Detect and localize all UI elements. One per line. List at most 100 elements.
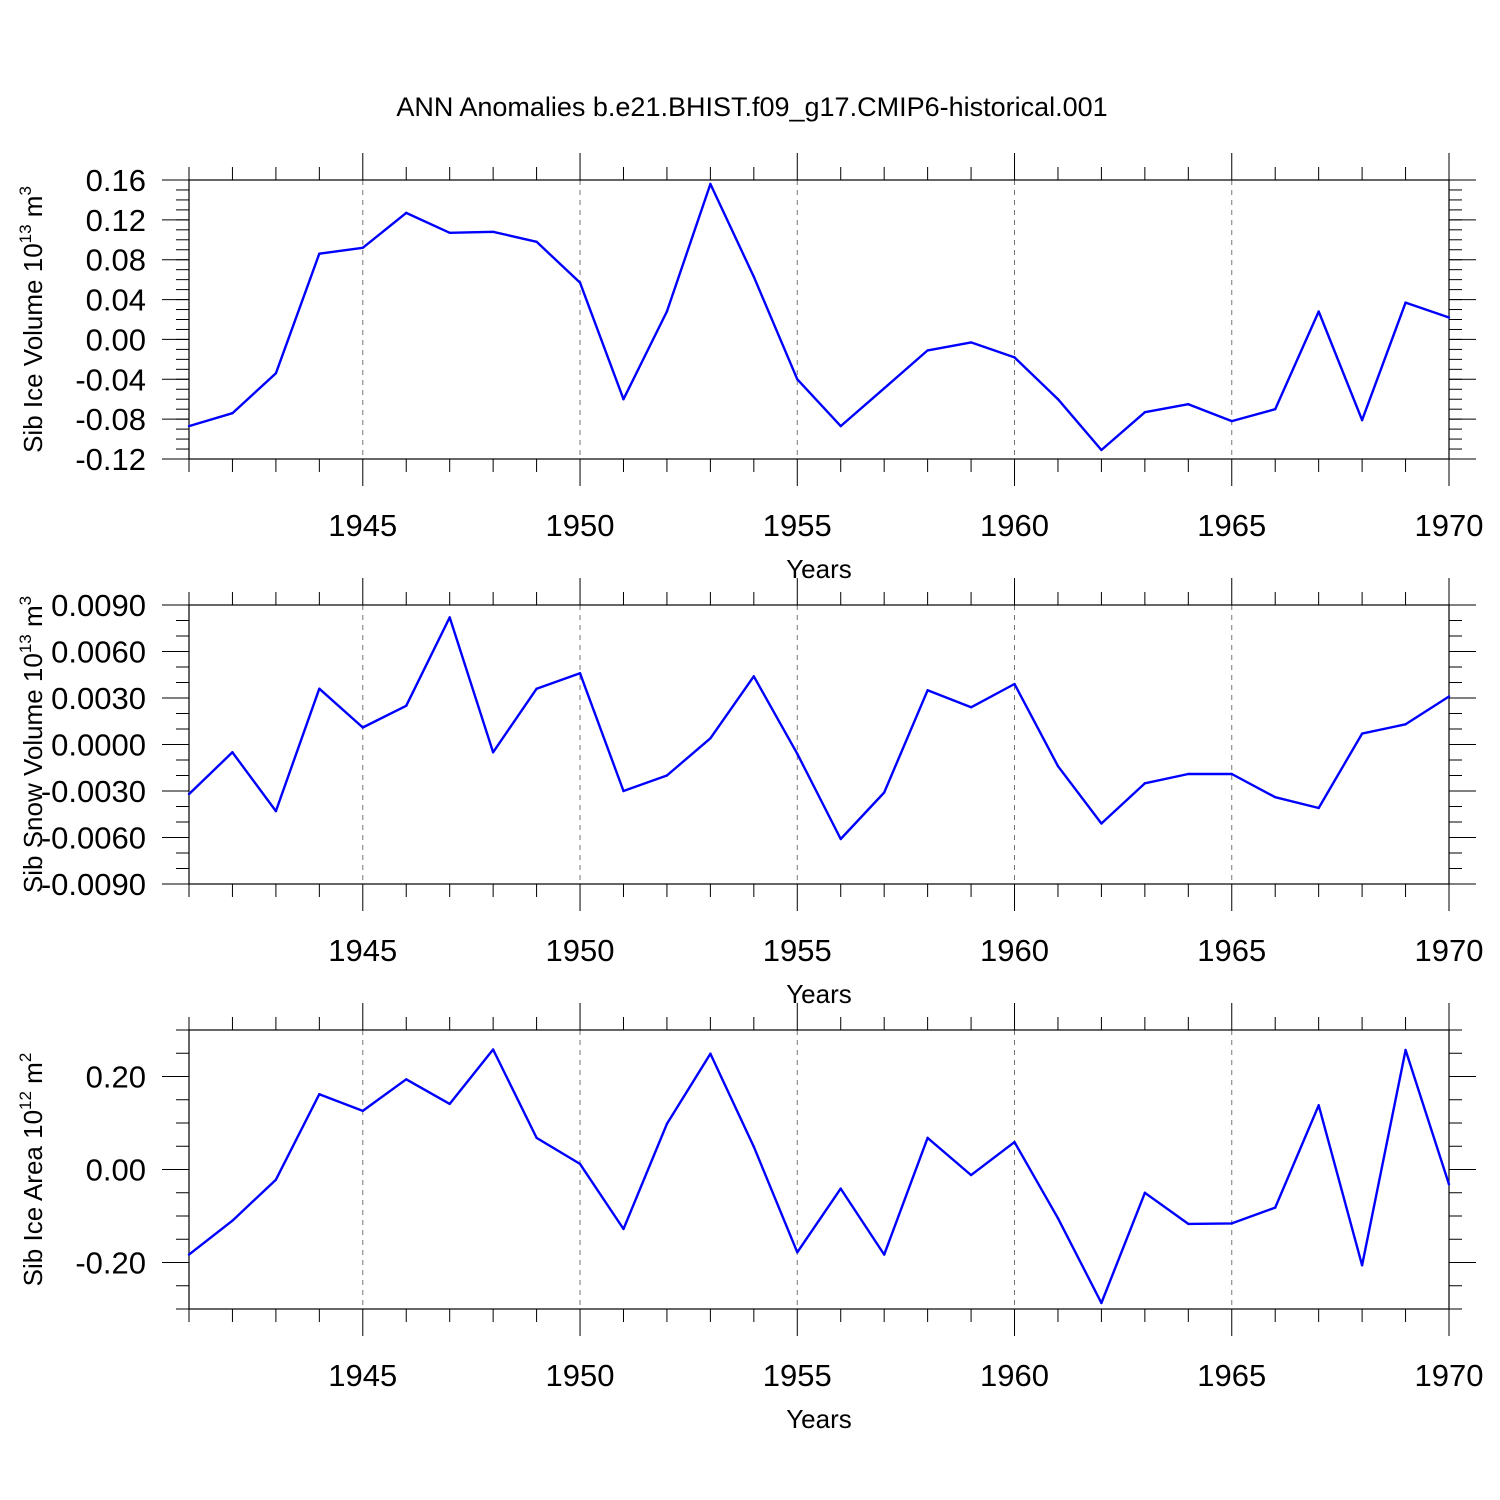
data-point <box>231 1219 234 1222</box>
data-point <box>969 706 973 709</box>
data-point <box>448 1102 451 1106</box>
y-axis-label-text: Sib Ice Area 10 <box>18 1110 48 1286</box>
y-axis-label-superscript: 12 <box>16 1091 35 1110</box>
data-point <box>839 837 842 841</box>
x-tick-label: 1970 <box>1415 508 1484 543</box>
data-point <box>1317 806 1320 810</box>
series-line-sib-snow-volume <box>188 616 1450 841</box>
figure-title: ANN Anomalies b.e21.BHIST.f09_g17.CMIP6-… <box>396 92 1107 122</box>
data-point <box>578 672 582 675</box>
plot-frame <box>188 179 1450 460</box>
data-point <box>1404 1048 1407 1052</box>
y-tick-label: 0.08 <box>86 243 146 278</box>
data-point <box>535 240 538 243</box>
data-point <box>535 687 538 690</box>
data-point <box>969 341 973 344</box>
x-tick-label: 1965 <box>1197 933 1266 968</box>
data-point <box>926 689 929 692</box>
data-point <box>1056 398 1060 401</box>
data-point <box>1013 356 1016 359</box>
y-axis-label-superscript: 3 <box>16 596 35 605</box>
data-point <box>752 675 756 678</box>
data-point <box>709 737 712 740</box>
x-tick-label: 1945 <box>328 933 397 968</box>
y-tick-label: 0.00 <box>86 322 146 357</box>
data-point <box>491 230 495 234</box>
data-point <box>274 809 278 813</box>
data-point <box>361 1109 364 1113</box>
data-point <box>361 726 364 729</box>
y-axis-label-superscript: 2 <box>16 1053 35 1062</box>
data-point <box>1013 1140 1016 1144</box>
y-axis-label-text: Sib Snow Volume 10 <box>18 653 48 893</box>
data-point <box>1447 316 1451 319</box>
data-point <box>839 424 842 428</box>
data-point <box>1013 682 1016 686</box>
series-line-sib-ice-volume <box>188 182 1450 452</box>
data-point <box>882 387 886 390</box>
y-tick-label: 0.20 <box>86 1060 146 1095</box>
data-point <box>1056 765 1060 768</box>
data-point <box>1447 1183 1451 1186</box>
x-tick-label: 1970 <box>1415 933 1484 968</box>
y-axis-label: Sib Snow Volume 1013 m3 <box>16 596 48 893</box>
data-point <box>1447 695 1451 698</box>
y-tick-label: 0.0060 <box>51 635 146 670</box>
data-point <box>491 751 495 754</box>
data-point <box>1317 310 1320 313</box>
y-tick-label: 0.00 <box>86 1153 146 1188</box>
data-point <box>926 1136 929 1140</box>
data-point <box>1274 407 1277 411</box>
chart-panel-3: -0.20 0.00 0.20 1945 1950 1955 1960 1965 1970 Yea… <box>16 1003 1483 1434</box>
data-point <box>1274 1206 1277 1209</box>
data-point <box>665 1122 669 1126</box>
x-tick-label: 1955 <box>763 1358 832 1393</box>
x-tick-label: 1955 <box>763 508 832 543</box>
y-axis-label-superscript: 13 <box>16 224 35 243</box>
data-point <box>491 1048 495 1051</box>
data-point <box>405 1078 408 1081</box>
data-point <box>796 378 799 381</box>
data-point <box>187 424 191 428</box>
data-point <box>1360 732 1364 735</box>
data-point <box>578 1162 582 1166</box>
y-tick-label: -0.08 <box>75 402 146 437</box>
data-point <box>318 687 321 690</box>
y-tick-label: -0.0030 <box>41 774 146 809</box>
x-tick-label: 1965 <box>1197 1358 1266 1393</box>
data-point <box>187 1253 191 1256</box>
data-point <box>1143 410 1147 414</box>
data-point <box>1404 301 1407 304</box>
data-point <box>1230 1222 1233 1225</box>
data-point <box>882 1253 886 1256</box>
data-point <box>1187 402 1190 406</box>
x-tick-label: 1945 <box>328 508 397 543</box>
data-point <box>231 411 234 415</box>
data-point <box>622 1227 625 1231</box>
data-point <box>1230 419 1233 423</box>
y-tick-label: 0.16 <box>86 163 146 198</box>
data-point <box>796 752 799 755</box>
data-point <box>535 1136 538 1140</box>
data-point <box>405 211 408 215</box>
data-point <box>752 1145 756 1148</box>
y-tick-label: -0.12 <box>75 442 146 477</box>
data-point <box>882 791 886 794</box>
y-tick-label: -0.0090 <box>41 867 146 902</box>
y-axis-label: Sib Ice Volume 1013 m3 <box>16 186 48 453</box>
y-axis-label-superscript: 13 <box>16 634 35 653</box>
data-point <box>752 275 756 278</box>
data-point <box>274 372 278 375</box>
data-point <box>231 751 234 754</box>
x-tick-label: 1965 <box>1197 508 1266 543</box>
data-point <box>1143 1191 1147 1194</box>
chart-panel-1: -0.12 -0.08 -0.04 0.00 0.04 0.08 0.12 0.16 1945 1… <box>16 153 1483 584</box>
data-point <box>1404 723 1407 726</box>
data-point <box>665 774 669 777</box>
data-point <box>448 231 451 235</box>
data-point <box>1187 772 1190 776</box>
y-axis-label-text: Sib Ice Volume 10 <box>18 243 48 453</box>
data-point <box>1360 418 1364 422</box>
x-tick-label: 1950 <box>546 1358 615 1393</box>
